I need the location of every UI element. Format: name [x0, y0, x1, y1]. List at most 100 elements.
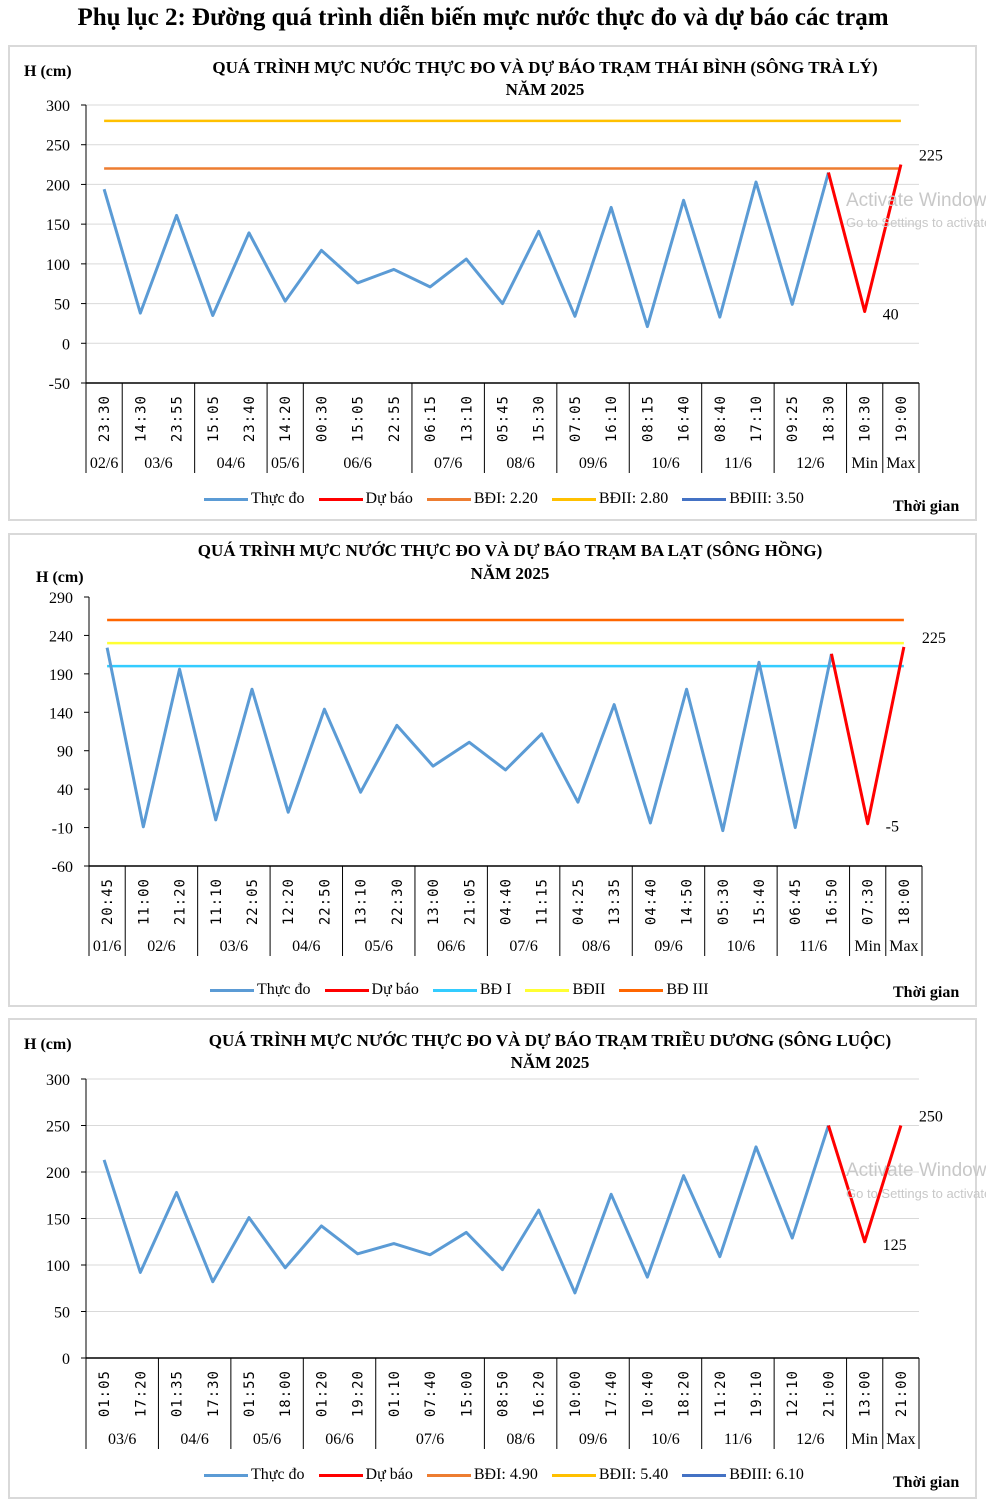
x-time-label: 13:10 [354, 878, 370, 925]
page-title: Phụ lục 2: Đường quá trình diễn biến mực… [77, 4, 889, 31]
x-axis-label: Thời gian [893, 984, 960, 1001]
x-time-label: 13:00 [858, 1370, 874, 1417]
x-time-label: 08:50 [496, 1370, 512, 1417]
x-date-label: 07/6 [416, 1431, 444, 1448]
legend-label: Dự báo [365, 1466, 413, 1483]
x-time-label: 09:25 [785, 395, 801, 442]
x-date-label: 03/6 [220, 938, 248, 955]
legend-swatch [619, 988, 664, 992]
x-time-label: 11:15 [535, 878, 551, 925]
y-tick-label: 50 [54, 297, 70, 314]
observed-series-line [102, 1125, 830, 1295]
forecast-data-label: 125 [883, 1237, 907, 1254]
x-date-label: 04/6 [217, 455, 245, 472]
legend-label: BĐ III [666, 981, 709, 998]
legend-item: BĐIII: 3.50 [682, 490, 804, 508]
x-axis-label: Thời gian [893, 498, 960, 515]
legend-item: Dự báo [318, 490, 413, 508]
x-date-label: 05/6 [253, 1431, 281, 1448]
x-date-label: 12/6 [796, 1431, 824, 1448]
x-axis-label: Thời gian [893, 1474, 960, 1491]
activation-watermark: Activate Windows [846, 190, 986, 211]
x-time-label: 23:55 [170, 395, 186, 442]
legend-label: BĐ I [479, 981, 512, 998]
x-time-label: 13:35 [607, 878, 623, 925]
legend: Thực đo Dự báo BĐI: 2.20 BĐII: 2.80 BĐIII: 3… [204, 490, 804, 508]
legend-item: BĐIII: 6.10 [682, 1466, 804, 1484]
x-time-label: 16:20 [532, 1370, 548, 1417]
legend-label: Thực đo [251, 490, 305, 507]
legend-item: Thực đo [204, 490, 305, 508]
x-date-label: 06/6 [325, 1431, 353, 1448]
x-time-label: 15:05 [206, 395, 222, 442]
legend-label: BĐI: 4.90 [473, 1466, 538, 1483]
legend-item: BĐI: 2.20 [426, 490, 538, 508]
forecast-data-label: 225 [919, 148, 943, 165]
legend-item: BĐ I [432, 981, 512, 999]
x-date-label: 02/6 [147, 938, 175, 955]
x-time-label: 06:15 [423, 395, 439, 442]
legend-item: BĐII: 5.40 [551, 1466, 669, 1484]
legend-label: Dự báo [371, 981, 419, 998]
x-time-label: 23:30 [97, 395, 113, 442]
x-time-label: 14:20 [278, 395, 294, 442]
x-date-label: Max [886, 1431, 915, 1448]
y-tick-label: 50 [54, 1305, 70, 1322]
x-date-label: Max [889, 938, 918, 955]
x-date-label: 01/6 [93, 938, 121, 955]
x-time-label: 18:20 [677, 1370, 693, 1417]
y-tick-label: -60 [52, 859, 73, 876]
legend-swatch [210, 988, 254, 992]
x-time-label: 15:05 [351, 395, 367, 442]
activation-watermark-sub: Go to Settings to activate Windows [846, 1186, 986, 1201]
x-date-label: 09/6 [579, 455, 607, 472]
x-time-label: 19:00 [894, 395, 910, 442]
legend-label: Thực đo [251, 1466, 305, 1483]
x-time-label: 16:40 [677, 395, 693, 442]
x-time-label: 12:20 [281, 878, 297, 925]
y-tick-label: 40 [57, 782, 73, 799]
x-date-label: 02/6 [90, 455, 118, 472]
x-time-label: 04:25 [571, 878, 587, 925]
y-tick-label: 290 [49, 590, 73, 607]
legend-swatch [204, 497, 248, 501]
x-time-label: 10:00 [568, 1370, 584, 1417]
x-date-label: 08/6 [582, 938, 610, 955]
legend-swatch [432, 988, 477, 992]
x-date-label: 09/6 [579, 1431, 607, 1448]
legend-swatch [551, 497, 596, 501]
x-time-label: 00:30 [314, 395, 330, 442]
legend-swatch [525, 988, 570, 992]
x-time-label: 01:35 [170, 1370, 186, 1417]
forecast-series-line [827, 1125, 903, 1244]
legend-item: BĐII: 2.80 [551, 490, 668, 508]
x-date-label: 10/6 [651, 1431, 679, 1448]
x-time-label: 07:40 [423, 1370, 439, 1417]
x-time-label: 01:55 [242, 1370, 258, 1417]
activation-watermark-sub: Go to Settings to activate Windows [846, 215, 986, 230]
y-tick-label: 0 [62, 336, 70, 353]
x-time-label: 21:05 [462, 878, 478, 925]
x-date-label: 03/6 [144, 455, 172, 472]
x-time-label: 01:10 [387, 1370, 403, 1417]
legend-label: BĐII [572, 981, 606, 998]
x-time-label: 15:00 [459, 1370, 475, 1417]
legend-label: BĐII: 5.40 [598, 1466, 669, 1483]
x-date-label: 10/6 [727, 938, 755, 955]
x-time-label: 15:30 [532, 395, 548, 442]
y-tick-label: 100 [46, 257, 70, 274]
y-axis-label: H (cm) [24, 1036, 72, 1053]
y-tick-label: 100 [46, 1258, 70, 1275]
x-date-label: 11/6 [799, 938, 827, 955]
x-time-label: 21:00 [894, 1370, 910, 1417]
x-date-label: 07/6 [434, 455, 462, 472]
x-time-label: 14:30 [133, 395, 149, 442]
x-time-label: 13:00 [426, 878, 442, 925]
legend-item: Dự báo [318, 1466, 413, 1484]
x-date-label: 09/6 [654, 938, 682, 955]
x-time-label: 22:30 [390, 878, 406, 925]
chart-title: QUÁ TRÌNH MỰC NƯỚC THỰC ĐO VÀ DỰ BÁO TRẠ… [208, 1031, 892, 1050]
x-time-label: 11:00 [136, 878, 152, 925]
x-time-label: 13:10 [459, 395, 475, 442]
x-time-label: 22:50 [317, 878, 333, 925]
